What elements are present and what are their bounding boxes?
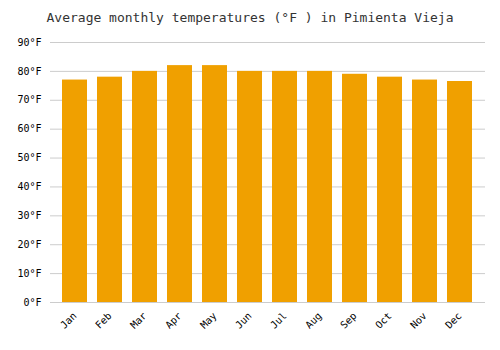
- svg-text:May: May: [198, 310, 219, 331]
- svg-text:80°F: 80°F: [17, 66, 41, 77]
- svg-text:90°F: 90°F: [17, 37, 41, 48]
- svg-text:20°F: 20°F: [17, 239, 41, 250]
- svg-text:Nov: Nov: [408, 310, 429, 331]
- svg-text:Dec: Dec: [443, 310, 464, 331]
- svg-text:10°F: 10°F: [17, 268, 41, 279]
- svg-text:70°F: 70°F: [17, 94, 41, 105]
- svg-text:Jul: Jul: [268, 310, 289, 331]
- svg-text:40°F: 40°F: [17, 181, 41, 192]
- html-text:Average monthly temperatures (: Average monthly temperatures (°F ) in Pi…: [46, 10, 454, 25]
- svg-text:Mar: Mar: [128, 310, 149, 331]
- svg-text:Apr: Apr: [163, 310, 184, 331]
- svg-text:Oct: Oct: [373, 310, 394, 331]
- svg-text:50°F: 50°F: [17, 152, 41, 163]
- svg-text:Feb: Feb: [93, 310, 114, 331]
- svg-text:Sep: Sep: [338, 310, 359, 331]
- svg-text:0°F: 0°F: [23, 297, 41, 308]
- svg-text:Aug: Aug: [303, 310, 324, 331]
- svg-text:30°F: 30°F: [17, 210, 41, 221]
- svg-text:60°F: 60°F: [17, 123, 41, 134]
- svg-text:Jan: Jan: [58, 310, 79, 331]
- svg-text:Jun: Jun: [233, 310, 254, 331]
